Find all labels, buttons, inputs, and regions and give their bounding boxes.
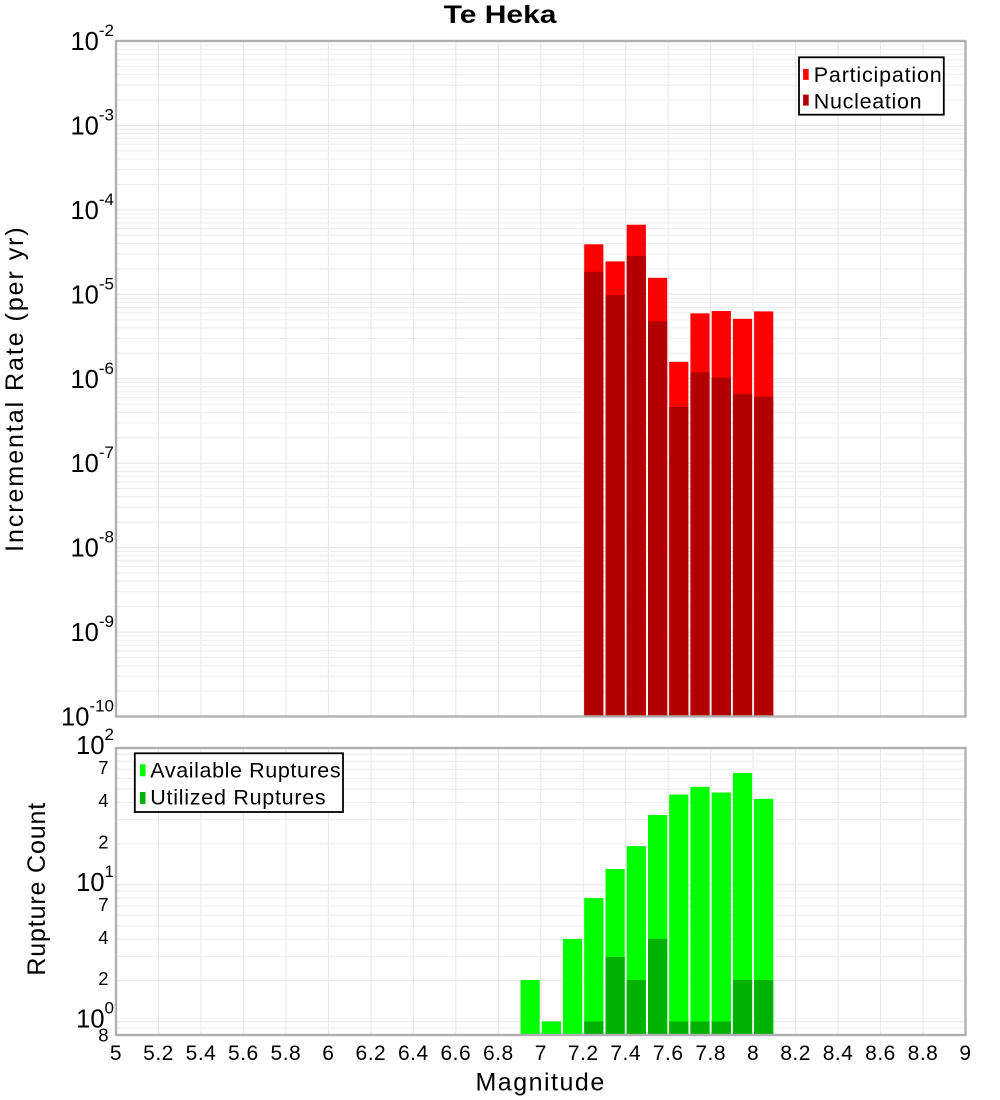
svg-text:5.2: 5.2: [143, 1042, 174, 1065]
svg-text:5.6: 5.6: [228, 1042, 259, 1065]
svg-text:8: 8: [98, 1025, 108, 1046]
svg-text:5: 5: [110, 1042, 122, 1065]
svg-text:5.4: 5.4: [186, 1042, 217, 1065]
svg-text:Utilized Ruptures: Utilized Ruptures: [150, 786, 326, 810]
svg-text:4: 4: [98, 790, 108, 811]
svg-text:7.4: 7.4: [610, 1042, 641, 1065]
svg-text:7.2: 7.2: [568, 1042, 599, 1065]
svg-text:7.6: 7.6: [653, 1042, 684, 1065]
svg-text:7: 7: [98, 757, 108, 778]
svg-text:Nucleation: Nucleation: [814, 90, 923, 114]
svg-text:9: 9: [959, 1042, 971, 1065]
svg-text:2: 2: [98, 968, 108, 989]
svg-text:8.4: 8.4: [823, 1042, 854, 1065]
svg-text:5.8: 5.8: [271, 1042, 302, 1065]
svg-text:Magnitude: Magnitude: [475, 1068, 605, 1096]
svg-text:Incremental Rate (per yr): Incremental Rate (per yr): [1, 225, 29, 552]
svg-text:Participation: Participation: [814, 63, 943, 87]
svg-text:Rupture Count: Rupture Count: [23, 802, 51, 976]
svg-text:6: 6: [322, 1042, 334, 1065]
svg-text:8: 8: [747, 1042, 759, 1065]
svg-text:7: 7: [535, 1042, 547, 1065]
svg-text:6.4: 6.4: [398, 1042, 429, 1065]
svg-text:Te Heka: Te Heka: [444, 0, 558, 28]
svg-text:6.6: 6.6: [440, 1042, 471, 1065]
svg-text:2: 2: [98, 831, 108, 852]
svg-text:Available Ruptures: Available Ruptures: [150, 759, 341, 783]
svg-text:6.8: 6.8: [483, 1042, 514, 1065]
svg-text:8.8: 8.8: [908, 1042, 939, 1065]
svg-text:7.8: 7.8: [695, 1042, 726, 1065]
svg-text:8.6: 8.6: [865, 1042, 896, 1065]
svg-text:4: 4: [98, 927, 108, 948]
svg-text:8.2: 8.2: [780, 1042, 811, 1065]
svg-text:7: 7: [98, 894, 108, 915]
svg-text:6.2: 6.2: [356, 1042, 387, 1065]
